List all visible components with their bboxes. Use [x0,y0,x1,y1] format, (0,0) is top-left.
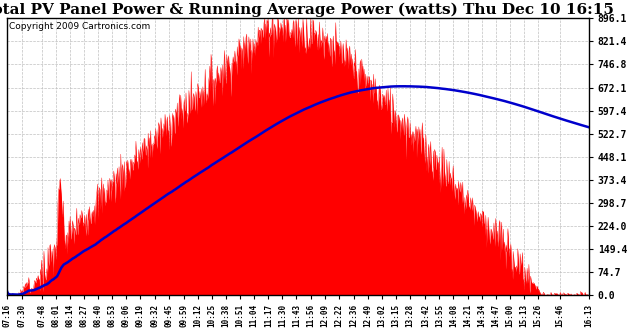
Title: Total PV Panel Power & Running Average Power (watts) Thu Dec 10 16:15: Total PV Panel Power & Running Average P… [0,3,614,17]
Text: Copyright 2009 Cartronics.com: Copyright 2009 Cartronics.com [9,22,151,31]
